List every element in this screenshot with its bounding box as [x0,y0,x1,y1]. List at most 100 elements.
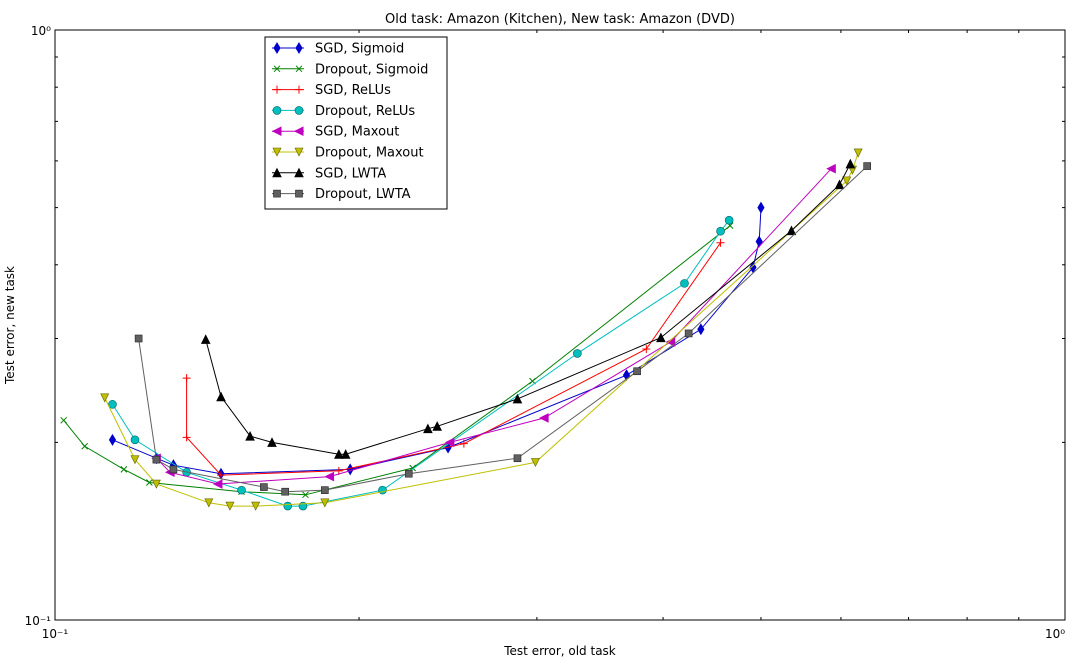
data-point-dropout-sigmoid [146,479,153,486]
data-point-dropout-relus [724,215,734,225]
legend-marker [272,167,282,178]
series-layer [60,148,871,511]
legend-marker [273,85,281,94]
legend-marker [295,65,303,73]
data-point-dropout-maxout [100,393,110,403]
data-point-sgd-lwta [512,393,523,404]
data-point-dropout-maxout [530,458,540,468]
data-point-dropout-lwta [134,334,143,343]
x-axis-label: Test error, old task [503,644,616,658]
plot-area [54,29,1066,621]
legend-label: SGD, LWTA [315,166,386,181]
legend-label: SGD, Maxout [315,125,399,140]
legend-entry-dropout-lwta: Dropout, LWTA [272,187,411,202]
data-point-dropout-lwta [321,486,329,494]
data-point-sgd-lwta [340,449,351,459]
axis-ticks [55,30,1065,620]
legend-entry-sgd-relus: SGD, ReLUs [272,83,391,98]
legend-marker [273,189,281,198]
data-point-dropout-relus [680,279,689,288]
data-point-sgd-sigmoid [108,433,117,446]
legend-marker [294,106,304,115]
data-point-sgd-lwta [423,423,433,434]
data-point-dropout-lwta [684,329,693,338]
series-dropout-relus [108,215,734,511]
legend-label: SGD, ReLUs [315,83,391,98]
legend-marker [295,85,303,94]
data-point-dropout-lwta [260,483,268,491]
legend-marker [295,189,303,198]
data-point-sgd-lwta [216,391,226,402]
data-point-sgd-relus [716,238,725,247]
data-point-dropout-maxout [225,501,235,511]
data-point-dropout-relus [130,435,140,445]
data-point-dropout-sigmoid [60,416,68,424]
legend-marker [295,42,303,54]
series-line-sgd-maxout [156,168,832,485]
series-dropout-maxout [100,148,863,511]
legend-marker [273,42,281,54]
data-point-sgd-sigmoid [757,201,765,214]
data-point-dropout-lwta [513,454,522,463]
data-point-dropout-lwta [152,455,161,464]
data-point-dropout-relus [573,349,582,358]
data-point-sgd-relus [642,344,651,353]
data-point-dropout-maxout [853,148,863,158]
data-point-sgd-relus [216,471,225,480]
data-point-dropout-sigmoid [81,442,89,450]
legend-marker [272,106,282,115]
legend-entry-sgd-sigmoid: SGD, Sigmoid [272,42,404,57]
data-point-sgd-lwta [267,437,277,447]
data-point-dropout-maxout [151,479,161,489]
data-point-dropout-maxout [251,501,261,511]
legend-marker [294,167,304,178]
data-point-dropout-lwta [169,465,178,474]
data-point-sgd-maxout [212,479,223,489]
legend-marker [271,126,282,137]
data-point-sgd-relus [459,439,468,448]
series-dropout-lwta [134,162,871,496]
data-point-sgd-relus [182,433,191,442]
data-point-dropout-relus [716,226,725,236]
data-point-sgd-lwta [834,179,845,190]
x-tick-label-min: 10⁻¹ [42,627,69,641]
data-point-dropout-maxout [130,455,140,465]
data-point-sgd-maxout [539,413,549,423]
data-point-sgd-lwta [656,332,666,343]
legend-marker [272,147,282,157]
legend-label: Dropout, Sigmoid [315,62,428,77]
legend: SGD, Sigmoid Dropout, Sigmoid SGD, ReLUs Dr… [264,36,448,210]
data-point-sgd-lwta [245,430,255,441]
legend-entry-sgd-lwta: SGD, LWTA [272,166,386,181]
data-point-sgd-sigmoid [697,323,705,336]
data-point-dropout-relus [283,501,293,511]
data-point-sgd-lwta [786,225,797,236]
data-point-dropout-sigmoid [302,491,309,499]
series-sgd-lwta [200,158,856,459]
data-point-sgd-lwta [200,334,211,344]
y-tick-label-min: 10⁻¹ [25,614,52,628]
data-point-dropout-relus [237,485,246,495]
legend-marker [294,147,304,157]
legend-marker [293,126,304,137]
data-point-sgd-maxout [444,437,455,448]
legend-label: SGD, Sigmoid [315,42,404,57]
legend-label: Dropout, Maxout [315,146,424,161]
data-point-dropout-lwta [404,469,413,478]
y-tick-label-max: 10⁰ [31,24,51,38]
series-sgd-relus [182,238,725,480]
x-tick-label-max: 10⁰ [1045,627,1065,641]
data-point-dropout-lwta [633,367,641,376]
data-point-sgd-lwta [845,158,856,169]
legend-marker [273,65,281,73]
y-axis-label: Test error, new task [3,266,17,385]
legend-label: Dropout, LWTA [315,187,411,202]
data-point-sgd-lwta [432,421,442,431]
legend-entry-dropout-sigmoid: Dropout, Sigmoid [272,62,428,77]
legend-entry-dropout-relus: Dropout, ReLUs [272,104,415,119]
data-point-dropout-lwta [281,487,289,496]
data-point-sgd-relus [182,374,191,383]
data-point-dropout-maxout [842,176,852,186]
legend-label: Dropout, ReLUs [315,104,415,119]
legend-entry-dropout-maxout: Dropout, Maxout [272,146,424,161]
